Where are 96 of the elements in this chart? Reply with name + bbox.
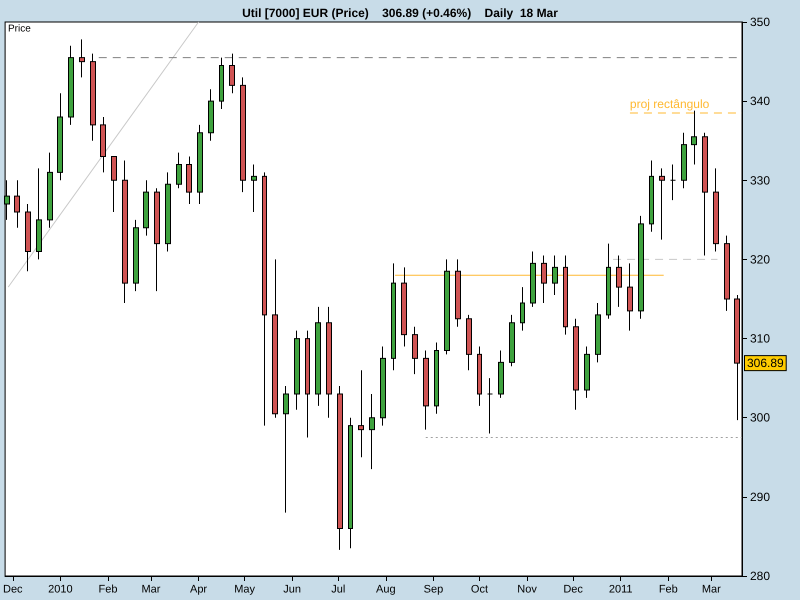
candlestick (133, 219, 139, 292)
candlestick (251, 164, 257, 212)
candlestick (90, 53, 96, 142)
candlestick (595, 302, 601, 363)
candlestick (444, 258, 450, 355)
candlestick (68, 45, 74, 126)
candlestick (541, 254, 547, 304)
candlestick (79, 38, 85, 78)
candlestick (25, 204, 31, 272)
candlestick (691, 110, 697, 165)
x-tick-label: Jun (283, 584, 302, 596)
x-tick-label: Oct (470, 584, 488, 596)
candlestick (348, 417, 353, 549)
candlestick (154, 188, 160, 292)
candlestick (649, 160, 654, 232)
x-tick-label: Aug (376, 584, 396, 596)
candlestick (606, 243, 611, 320)
candlestick (208, 88, 214, 142)
y-tick-label: 340 (750, 94, 770, 108)
candlestick (434, 342, 439, 414)
x-tick-label: Mar (141, 584, 161, 596)
x-tick-label: Dec (563, 584, 584, 596)
y-tick-label: 320 (750, 252, 770, 266)
candlestick (391, 262, 396, 371)
candlestick (573, 318, 579, 410)
x-tick-label: Nov (517, 584, 538, 596)
y-tick-label: 300 (750, 410, 770, 425)
chart-title: Util [7000] EUR (Price) 306.89 (+0.46%) Daily 18 Mar (242, 6, 558, 20)
y-tick-label: 290 (750, 490, 770, 504)
candlestick (616, 254, 622, 308)
candlestick (498, 350, 504, 398)
candlestick (455, 258, 461, 328)
candlestick (229, 53, 235, 94)
candlestick (143, 180, 149, 236)
candlestick (509, 314, 515, 367)
x-tick-label: Feb (98, 584, 118, 596)
candlestick (423, 350, 429, 430)
candlestick (197, 124, 203, 205)
candlestick (412, 326, 418, 375)
candlestick (670, 164, 676, 201)
candlestick (186, 156, 192, 205)
candlestick (713, 168, 719, 252)
x-tick-label: Dec (3, 584, 24, 596)
annotation: proj rectângulo (630, 97, 710, 112)
candlestick (520, 286, 525, 332)
candlestick (724, 235, 730, 312)
candlestick (369, 393, 375, 470)
x-tick-label: Mar (702, 584, 722, 596)
candlestick (36, 168, 42, 260)
candlestick (358, 370, 364, 458)
candlestick (100, 116, 106, 173)
candlestick (165, 172, 171, 252)
annotation: 306.89 (747, 356, 784, 370)
candlestick (627, 262, 633, 332)
candlestick (47, 152, 53, 228)
candlestick (401, 266, 407, 347)
candlestick (530, 251, 536, 308)
candlestick (552, 254, 558, 296)
x-tick-label: Jul (331, 584, 346, 596)
y-axis-title: Price (8, 24, 32, 34)
candlestick (702, 132, 708, 256)
candlestick (122, 160, 128, 304)
candlestick (380, 346, 386, 426)
candlestick (57, 92, 63, 181)
x-tick-label: Apr (190, 584, 208, 596)
candlestick (219, 57, 224, 110)
x-tick-label: 2010 (48, 584, 73, 596)
candlestick (638, 215, 644, 320)
candlestick (14, 180, 20, 228)
candlestick (305, 330, 310, 438)
candlestick (272, 258, 278, 418)
candlestick (681, 132, 687, 189)
y-tick-label: 350 (750, 15, 770, 29)
candlestick (337, 386, 343, 550)
x-tick-label: May (234, 584, 256, 596)
candlestick (176, 152, 182, 189)
candlestick (466, 314, 472, 371)
x-tick-label: 2011 (608, 584, 633, 596)
x-tick-label: Feb (658, 584, 678, 596)
candlestick (294, 330, 300, 410)
candlestick (734, 294, 740, 421)
candlestick (584, 346, 590, 398)
candlestick (487, 378, 493, 434)
candlestick (477, 346, 482, 406)
candlestick (326, 306, 332, 418)
candlestick (315, 306, 321, 406)
candlestick (240, 76, 246, 193)
y-tick-label: 310 (750, 332, 770, 346)
x-tick-label: Sep (424, 584, 444, 596)
y-tick-label: 330 (750, 173, 770, 188)
candlestick (563, 254, 568, 336)
candlestick (283, 386, 289, 514)
candlestick (111, 156, 117, 212)
y-tick-label: 280 (750, 569, 770, 583)
candlestick (262, 172, 267, 426)
candlestick (659, 168, 665, 240)
